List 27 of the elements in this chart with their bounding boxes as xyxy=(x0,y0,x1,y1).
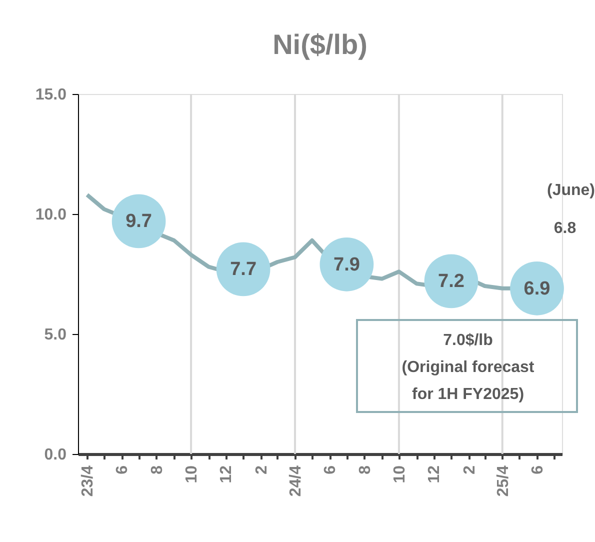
x-tick-label: 6 xyxy=(530,465,547,474)
x-tick-label: 23/4 xyxy=(80,465,97,497)
x-tick-label: 8 xyxy=(356,465,374,474)
chart-title: Ni($/lb) xyxy=(272,29,368,60)
x-tick-label: 24/4 xyxy=(288,465,305,497)
y-tick-label: 10.0 xyxy=(35,206,67,224)
data-label: 6.9 xyxy=(524,278,550,300)
x-tick-label: 10 xyxy=(391,465,408,484)
annotation: 6.8 xyxy=(554,220,576,237)
x-tick-label: 12 xyxy=(426,465,444,484)
annotation: (June) xyxy=(547,182,595,199)
data-label: 7.9 xyxy=(333,254,360,276)
y-tick-label: 5.0 xyxy=(44,326,67,344)
data-label: 7.7 xyxy=(230,259,257,280)
x-tick-label: 2 xyxy=(253,465,270,474)
data-label: 9.7 xyxy=(126,211,152,232)
x-tick-label: 10 xyxy=(184,465,201,484)
x-tick-label: 6 xyxy=(114,465,132,474)
x-tick-label: 2 xyxy=(461,465,478,474)
annotation: 7.0$/lb (Original forecast for 1H FY2025) xyxy=(402,332,535,403)
y-tick-label: 15.0 xyxy=(35,86,67,104)
data-label: 7.2 xyxy=(438,271,464,292)
x-tick-label: 25/4 xyxy=(494,465,512,497)
x-tick-label: 12 xyxy=(218,465,236,484)
x-tick-label: 6 xyxy=(322,465,340,474)
x-tick-label: 8 xyxy=(148,465,166,474)
y-tick-label: 0.0 xyxy=(44,446,67,464)
